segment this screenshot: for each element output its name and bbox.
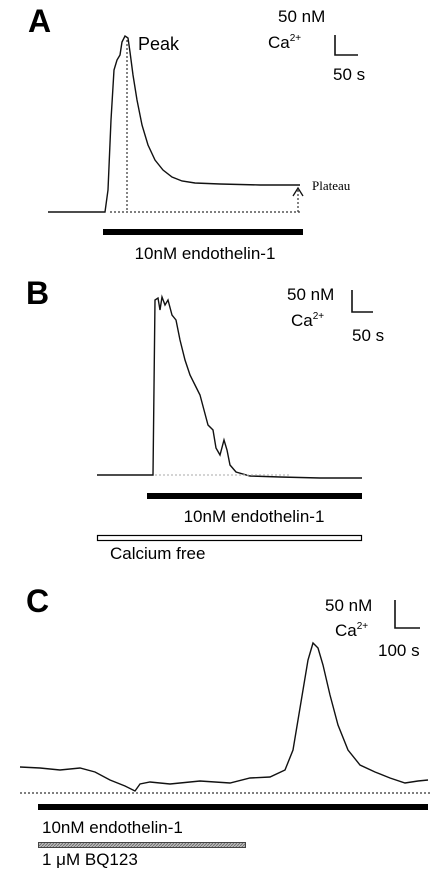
scale-bar — [394, 600, 420, 629]
reference-line — [110, 40, 300, 213]
scale-ion: Ca2+ — [291, 311, 324, 330]
condition-label: Calcium free — [110, 544, 205, 563]
scale-time: 100 s — [378, 641, 420, 660]
scale-time: 50 s — [333, 65, 365, 84]
scale-time: 50 s — [352, 326, 384, 345]
scale-conc: 50 nM — [287, 285, 334, 304]
treatment-label: 10nM endothelin-1 — [184, 507, 325, 526]
treatment-bar — [147, 493, 362, 499]
plateau-label: Plateau — [312, 178, 351, 193]
scale-bar — [334, 35, 358, 56]
condition-bar — [96, 534, 363, 542]
scale-ion: Ca2+ — [335, 621, 368, 640]
trace — [97, 294, 362, 479]
treatment-bar — [103, 229, 303, 235]
scale-conc: 50 nM — [278, 7, 325, 26]
panel-label: C — [26, 583, 49, 619]
panel-label: A — [28, 3, 51, 39]
treatment-label: 10nM endothelin-1 — [42, 818, 183, 837]
scale-conc: 50 nM — [325, 596, 372, 615]
peak-label: Peak — [138, 34, 180, 54]
trace — [48, 34, 300, 213]
antagonist-bar — [38, 842, 246, 848]
panel-label: B — [26, 275, 49, 311]
scale-bar — [351, 290, 373, 313]
arrow-head — [292, 186, 304, 197]
treatment-label: 10nM endothelin-1 — [135, 244, 276, 263]
treatment-bar — [38, 804, 428, 810]
scale-ion: Ca2+ — [268, 33, 301, 52]
trace — [19, 641, 429, 792]
antagonist-label: 1 μM BQ123 — [42, 850, 138, 869]
